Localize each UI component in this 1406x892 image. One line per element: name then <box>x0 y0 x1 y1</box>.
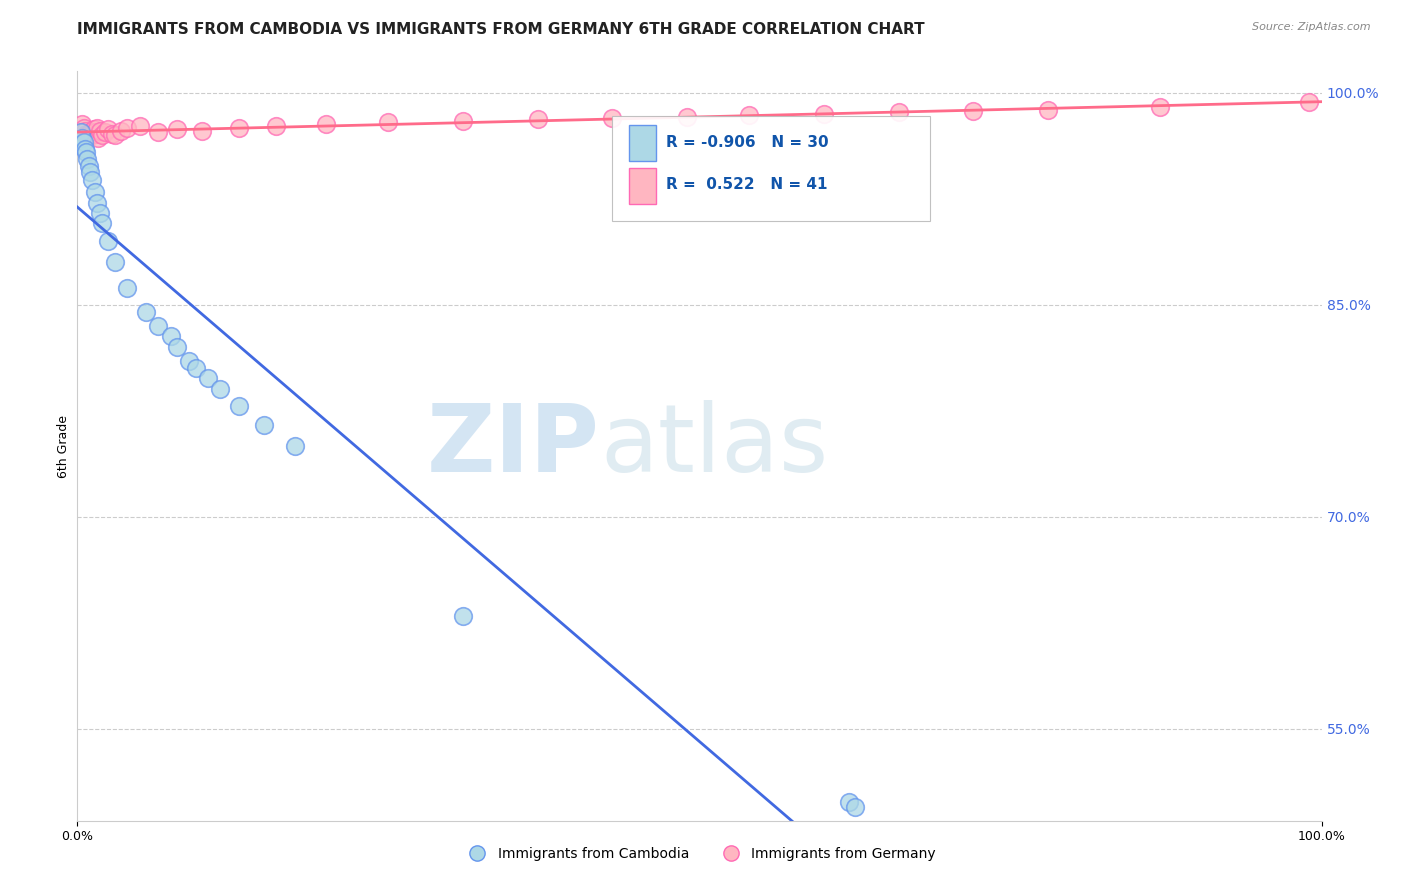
Point <box>91 128 114 142</box>
Point <box>1149 100 1171 114</box>
Point <box>209 383 232 397</box>
Point <box>83 122 105 136</box>
Point <box>77 129 100 144</box>
Point <box>75 145 97 159</box>
Point <box>228 400 250 414</box>
Point <box>1036 103 1059 117</box>
Text: ZIP: ZIP <box>427 400 600 492</box>
Text: IMMIGRANTS FROM CAMBODIA VS IMMIGRANTS FROM GERMANY 6TH GRADE CORRELATION CHART: IMMIGRANTS FROM CAMBODIA VS IMMIGRANTS F… <box>77 22 925 37</box>
Point <box>75 127 97 141</box>
Point <box>76 152 98 166</box>
Point <box>80 125 103 139</box>
Text: atlas: atlas <box>600 400 828 492</box>
Point <box>676 110 699 124</box>
Point <box>148 125 170 139</box>
FancyBboxPatch shape <box>613 116 929 221</box>
Point <box>135 304 157 318</box>
Point <box>104 255 127 269</box>
Point <box>813 107 835 121</box>
Point <box>1298 95 1320 110</box>
Point <box>101 127 124 141</box>
Point <box>115 120 138 135</box>
Point <box>84 127 107 141</box>
Point <box>110 124 132 138</box>
Point <box>86 195 108 210</box>
Point <box>962 103 984 118</box>
Point <box>93 125 115 139</box>
Point <box>838 795 860 809</box>
Point <box>377 115 399 129</box>
Point <box>602 111 624 125</box>
Point <box>89 124 111 138</box>
Point <box>179 354 201 368</box>
Point <box>73 124 96 138</box>
Point <box>89 205 111 219</box>
Point <box>72 120 94 135</box>
Point <box>72 135 94 149</box>
Y-axis label: 6th Grade: 6th Grade <box>58 415 70 477</box>
Point <box>253 417 276 432</box>
Point <box>451 608 474 623</box>
Point <box>76 128 98 142</box>
Point <box>97 234 120 248</box>
Point <box>315 117 337 131</box>
Point <box>266 120 288 134</box>
Point <box>79 165 101 179</box>
Point <box>451 113 474 128</box>
Point <box>104 128 127 142</box>
Point <box>191 124 214 138</box>
Text: R = -0.906   N = 30: R = -0.906 N = 30 <box>666 135 828 150</box>
FancyBboxPatch shape <box>628 168 657 204</box>
Point <box>228 120 250 135</box>
Point <box>73 142 96 156</box>
Point <box>87 130 110 145</box>
Point <box>115 280 138 294</box>
Point <box>887 105 910 120</box>
Legend: Immigrants from Cambodia, Immigrants from Germany: Immigrants from Cambodia, Immigrants fro… <box>457 841 942 866</box>
Point <box>86 120 108 135</box>
Point <box>526 112 548 127</box>
Point <box>82 173 104 187</box>
FancyBboxPatch shape <box>628 125 657 161</box>
Point <box>72 130 94 145</box>
Point <box>79 127 101 141</box>
Point <box>159 328 181 343</box>
Point <box>166 340 188 354</box>
Point <box>83 125 105 139</box>
Point <box>148 318 170 333</box>
Point <box>70 125 93 139</box>
Text: Source: ZipAtlas.com: Source: ZipAtlas.com <box>1253 22 1371 32</box>
Point <box>128 120 150 134</box>
Point <box>77 159 100 173</box>
Point <box>197 371 219 385</box>
Point <box>184 361 207 376</box>
Point <box>166 122 188 136</box>
Point <box>738 108 761 122</box>
Point <box>91 216 114 230</box>
Point <box>284 439 307 453</box>
Point <box>72 117 94 131</box>
Point <box>83 185 105 199</box>
Point <box>97 122 120 136</box>
Text: R =  0.522   N = 41: R = 0.522 N = 41 <box>666 177 827 192</box>
Point <box>82 128 104 142</box>
Point <box>844 799 866 814</box>
